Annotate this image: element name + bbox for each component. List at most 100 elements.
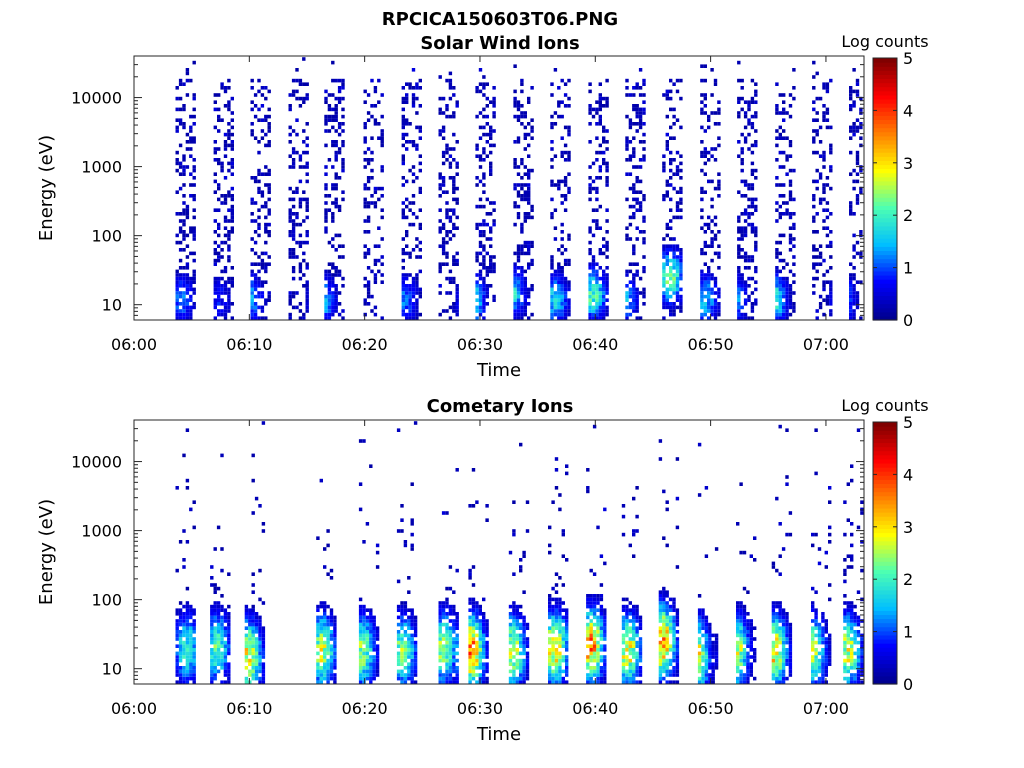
heatmap-cell xyxy=(326,680,330,684)
heatmap-cell xyxy=(333,651,337,656)
heatmap-cell xyxy=(710,68,714,72)
heatmap-cell xyxy=(743,226,748,230)
heatmap-cell xyxy=(267,183,271,187)
heatmap-cell xyxy=(672,114,676,119)
heatmap-cell xyxy=(513,222,517,227)
heatmap-cell xyxy=(771,655,776,659)
heatmap-cell xyxy=(588,104,592,108)
heatmap-cell xyxy=(253,284,258,288)
heatmap-cell xyxy=(707,158,711,162)
heatmap-cell xyxy=(441,226,446,230)
heatmap-cell xyxy=(324,316,328,320)
heatmap-cell xyxy=(341,107,345,112)
heatmap-cell xyxy=(192,251,196,256)
heatmap-cell xyxy=(175,309,179,313)
heatmap-cell xyxy=(331,114,335,119)
heatmap-cell xyxy=(216,619,221,623)
heatmap-cell xyxy=(475,89,479,94)
heatmap-cell xyxy=(565,619,569,623)
heatmap-cell xyxy=(175,150,179,155)
colorbar-swatch xyxy=(873,246,897,251)
heatmap-cell xyxy=(754,298,758,302)
heatmap-cell xyxy=(700,273,704,277)
heatmap-cell xyxy=(223,266,228,270)
heatmap-cell xyxy=(638,118,643,122)
heatmap-cell xyxy=(216,644,221,648)
heatmap-cell xyxy=(565,615,569,620)
heatmap-cell xyxy=(519,669,523,674)
heatmap-cell xyxy=(625,316,629,320)
heatmap-cell xyxy=(523,136,527,140)
heatmap-cell xyxy=(403,619,408,623)
heatmap-cell xyxy=(363,298,367,302)
heatmap-cell xyxy=(855,89,860,94)
heatmap-cell xyxy=(489,150,493,155)
heatmap-cell xyxy=(244,648,249,652)
heatmap-cell xyxy=(475,619,479,623)
heatmap-cell xyxy=(471,583,476,587)
heatmap-cell xyxy=(438,132,442,137)
heatmap-cell xyxy=(407,662,411,666)
heatmap-cell xyxy=(737,215,741,220)
heatmap-cell xyxy=(558,669,562,674)
heatmap-cell xyxy=(358,630,363,634)
heatmap-cell xyxy=(565,608,569,612)
heatmap-cell xyxy=(291,305,296,310)
heatmap-cell xyxy=(327,104,332,108)
heatmap-cell xyxy=(736,669,740,674)
heatmap-cell xyxy=(743,287,748,292)
heatmap-cell xyxy=(742,630,747,634)
heatmap-cell xyxy=(775,269,779,274)
heatmap-cell xyxy=(220,568,224,573)
heatmap-cell xyxy=(771,615,776,620)
heatmap-cell xyxy=(754,280,758,284)
heatmap-cell xyxy=(603,676,607,681)
heatmap-cell xyxy=(403,644,408,648)
heatmap-cell xyxy=(213,158,217,162)
heatmap-cell xyxy=(632,287,636,292)
heatmap-cell xyxy=(553,269,558,274)
heatmap-cell xyxy=(515,662,519,666)
heatmap-cell xyxy=(341,143,345,148)
heatmap-cell xyxy=(227,143,231,148)
heatmap-cell xyxy=(257,276,261,281)
heatmap-cell xyxy=(591,107,596,112)
heatmap-cell xyxy=(400,601,404,605)
heatmap-cell xyxy=(295,89,299,94)
heatmap-cell xyxy=(561,626,565,630)
heatmap-cell xyxy=(635,86,639,90)
heatmap-cell xyxy=(707,266,711,270)
heatmap-cell xyxy=(410,669,414,674)
heatmap-cell xyxy=(358,640,363,645)
heatmap-cell xyxy=(227,233,231,238)
heatmap-cell xyxy=(182,172,186,176)
heatmap-cell xyxy=(700,215,704,220)
heatmap-cell xyxy=(554,612,559,616)
heatmap-cell xyxy=(365,633,370,638)
heatmap-cell xyxy=(482,190,486,194)
heatmap-cell xyxy=(700,312,704,317)
heatmap-cell xyxy=(675,640,680,645)
heatmap-cell xyxy=(438,172,442,176)
heatmap-cell xyxy=(407,608,411,612)
heatmap-cell xyxy=(316,673,320,677)
heatmap-cell xyxy=(785,309,789,313)
heatmap-cell xyxy=(324,312,328,317)
heatmap-cell xyxy=(596,622,600,627)
heatmap-cell xyxy=(701,626,705,630)
heatmap-cell xyxy=(750,114,755,119)
heatmap-cell xyxy=(812,291,816,295)
heatmap-cell xyxy=(302,165,306,169)
heatmap-cell xyxy=(448,619,453,623)
heatmap-cell xyxy=(717,111,721,115)
heatmap-cell xyxy=(302,316,306,320)
heatmap-cell xyxy=(602,158,606,162)
heatmap-cell xyxy=(227,626,231,630)
heatmap-cell xyxy=(513,298,517,302)
heatmap-cell xyxy=(175,291,179,295)
heatmap-cell xyxy=(258,662,262,666)
heatmap-cell xyxy=(223,316,228,320)
heatmap-cell xyxy=(749,619,753,623)
heatmap-cell xyxy=(754,230,758,234)
heatmap-cell xyxy=(413,662,418,666)
